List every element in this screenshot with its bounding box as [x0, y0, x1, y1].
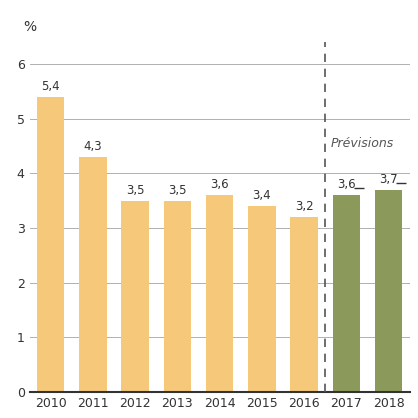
Text: 4,3: 4,3 [84, 140, 102, 153]
Text: 3,5: 3,5 [126, 184, 144, 197]
Text: 3,5: 3,5 [168, 184, 186, 197]
Bar [375, 190, 402, 392]
Bar [248, 206, 275, 392]
Text: Prévisions: Prévisions [330, 137, 393, 150]
Text: 3,2: 3,2 [295, 200, 314, 213]
Bar [37, 97, 64, 392]
Bar [291, 217, 318, 392]
Bar [79, 157, 107, 392]
Bar [206, 195, 233, 392]
Text: 5,4: 5,4 [41, 80, 60, 93]
Bar [164, 201, 191, 392]
Text: 3,6: 3,6 [210, 178, 229, 191]
Text: 3,7: 3,7 [379, 173, 398, 186]
Text: %: % [23, 20, 36, 34]
Text: 3,6: 3,6 [337, 178, 356, 191]
Bar [333, 195, 360, 392]
Text: 3,4: 3,4 [252, 189, 271, 202]
Bar [121, 201, 149, 392]
